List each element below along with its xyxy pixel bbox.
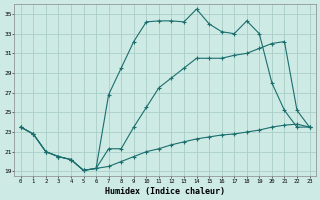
X-axis label: Humidex (Indice chaleur): Humidex (Indice chaleur): [105, 187, 225, 196]
